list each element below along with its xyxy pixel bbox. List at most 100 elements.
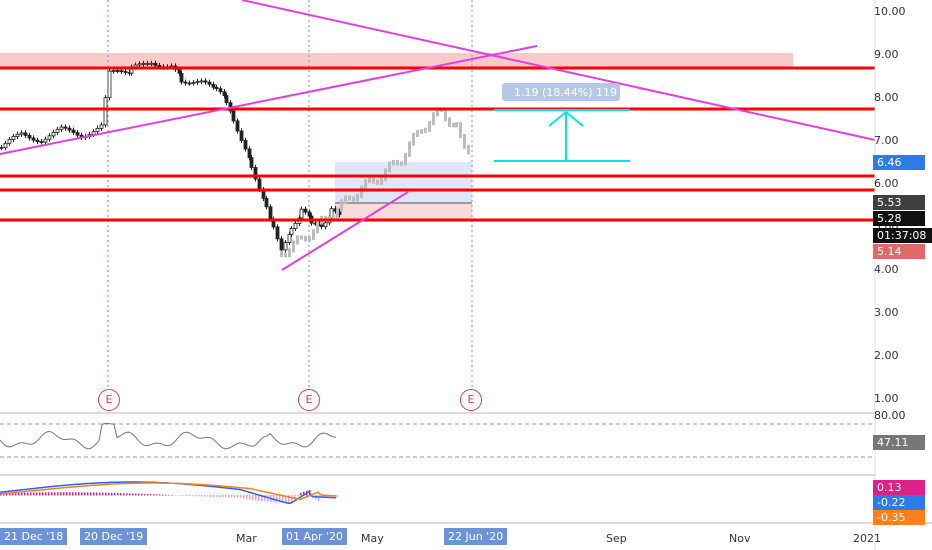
macd-hist-bar — [60, 492, 62, 496]
candle-body — [145, 62, 150, 65]
macd-hist-bar — [96, 492, 98, 496]
candle-body — [99, 124, 104, 129]
macd-hist-bar — [240, 495, 242, 498]
price-tick: 8.00 — [874, 91, 899, 104]
ascending-trendline[interactable] — [0, 45, 538, 155]
macd-hist-bar — [126, 493, 128, 496]
short-trendline[interactable] — [281, 191, 409, 271]
macd-hist-bar — [177, 495, 179, 496]
projection-candle — [432, 112, 435, 125]
candle-body — [31, 137, 36, 141]
macd-hist-bar — [75, 492, 77, 496]
descending-trendline[interactable] — [241, 0, 876, 141]
macd-hist-bar — [243, 495, 245, 499]
projection-candle — [412, 132, 415, 146]
macd-hist-bar — [288, 495, 290, 504]
macd-hist-bar — [207, 495, 209, 497]
macd-hist-bar — [78, 492, 80, 496]
last-price-tag: 6.46 — [873, 155, 925, 170]
macd-hist-bar — [246, 495, 248, 500]
macd-hist-bar — [303, 491, 305, 496]
earnings-marker[interactable]: E — [460, 389, 482, 411]
macd-hist-bar — [225, 495, 227, 498]
candle-body — [11, 136, 16, 140]
macd-hist-bar — [168, 494, 170, 496]
range-zone-upper — [335, 162, 472, 203]
projection-candle — [300, 235, 303, 240]
candle-body — [191, 82, 196, 84]
macd-hist-bar — [282, 495, 284, 503]
candle-body — [51, 131, 56, 137]
projection-candle — [356, 194, 359, 202]
candle-body — [107, 70, 112, 99]
time-label: May — [361, 532, 384, 545]
macd-hist-bar — [228, 495, 230, 498]
projection-candle — [376, 179, 379, 185]
price-tick: 7.00 — [874, 134, 899, 147]
countdown-tag: 01:37:08 — [873, 228, 932, 243]
macd-hist-bar — [111, 492, 113, 496]
macd-hist-bar — [123, 493, 125, 496]
candle-body — [19, 132, 24, 135]
macd-hist-bar — [102, 492, 104, 496]
candle-body — [275, 226, 280, 240]
projection-candle — [312, 229, 315, 241]
macd-hist-bar — [57, 492, 59, 496]
macd-hist-bar — [213, 495, 215, 497]
candle-body — [183, 81, 188, 84]
macd-hist-bar — [249, 495, 251, 500]
macd-hist-bar — [258, 495, 260, 501]
macd-hist-bar — [120, 493, 122, 496]
candle-body — [264, 197, 269, 208]
price-tick: 10.00 — [874, 5, 906, 18]
price-tick: 4.00 — [874, 263, 899, 276]
measure-arrow-head — [548, 110, 584, 127]
candle-body — [323, 222, 328, 228]
candle-body — [214, 86, 219, 90]
candle-body — [137, 63, 142, 66]
candle-body — [307, 211, 312, 217]
macd-hist-bar — [186, 495, 188, 496]
macd-hist-bar — [327, 495, 329, 498]
macd-hist-bar — [21, 492, 23, 496]
macd-hist-bar — [291, 495, 293, 503]
candle-body — [141, 62, 146, 65]
macd-hist-bar — [45, 492, 47, 496]
earnings-marker[interactable]: E — [298, 389, 320, 411]
macd-hist-bar — [336, 495, 338, 498]
macd-hist-bar — [39, 492, 41, 496]
macd-hist-bar — [219, 495, 221, 498]
macd-hist-bar — [192, 495, 194, 497]
macd-hist-bar — [81, 492, 83, 496]
macd-hist-bar — [183, 495, 185, 496]
macd-hist-bar — [300, 492, 302, 496]
macd-value-tag: -0.22 — [873, 495, 925, 510]
macd-hist-bar — [279, 495, 281, 503]
candle-body — [283, 242, 288, 251]
macd-hist-bar — [201, 495, 203, 497]
projection-candle — [372, 177, 375, 184]
rsi-line — [0, 422, 337, 450]
candle-body — [23, 132, 28, 136]
range-zone-lower — [335, 203, 472, 220]
projection-candle — [416, 129, 419, 137]
macd-hist-bar — [156, 494, 158, 496]
resistance-zone — [0, 53, 793, 67]
candle-body — [268, 206, 273, 220]
macd-hist-bar — [18, 492, 20, 496]
macd-hist-bar — [159, 494, 161, 496]
time-highlight: 01 Apr '20 — [282, 528, 348, 545]
earnings-marker[interactable]: E — [98, 389, 120, 411]
price-tag-level-a: 5.53 — [873, 195, 925, 210]
price-tick: 1.00 — [874, 392, 899, 405]
candle-body — [235, 120, 240, 132]
macd-hist-bar — [180, 495, 182, 496]
projection-candle — [452, 122, 455, 128]
time-label: Nov — [729, 532, 751, 545]
candle-body — [67, 127, 72, 131]
macd-hist-bar — [195, 495, 197, 497]
macd-hist-bar — [174, 495, 176, 496]
projection-candle — [368, 177, 371, 183]
macd-hist-bar — [33, 492, 35, 496]
